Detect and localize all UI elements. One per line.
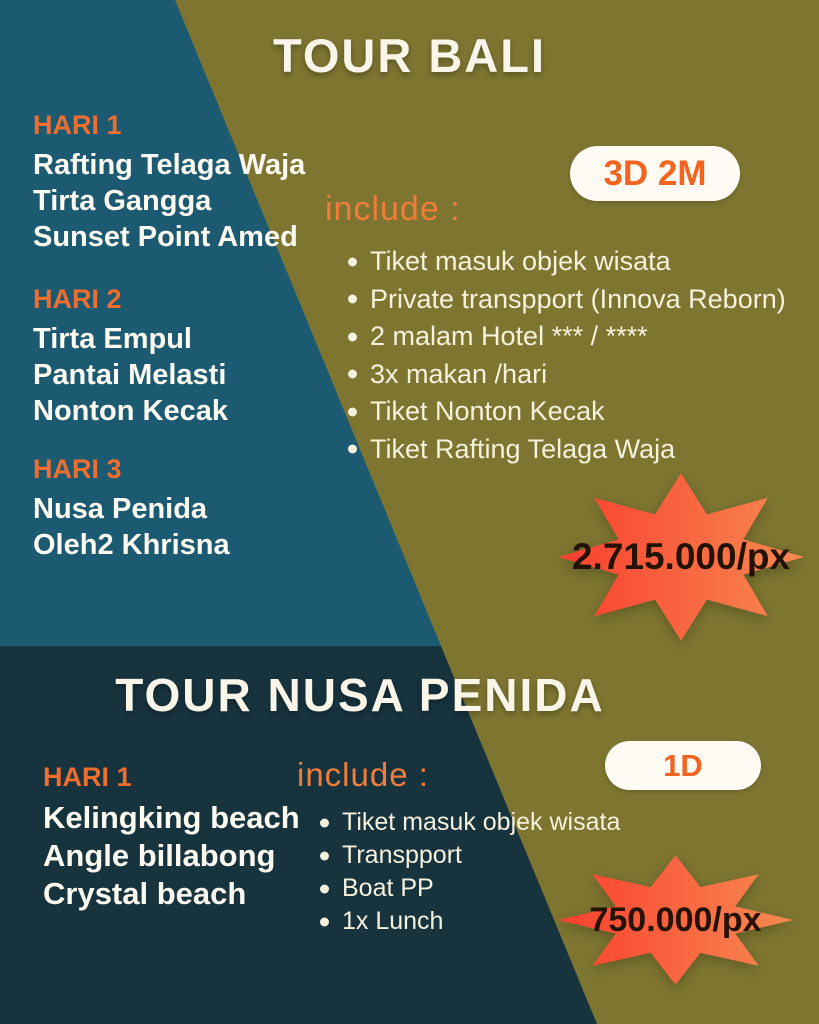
day-label: HARI 2 — [33, 284, 122, 314]
duration-badge-label: 1D — [663, 747, 703, 783]
day-item: Nonton Kecak — [33, 395, 228, 427]
price-text: 750.000/px — [589, 900, 762, 939]
day-label: HARI 3 — [33, 454, 122, 484]
day-item: Oleh2 Khrisna — [33, 529, 230, 561]
day-item: Nusa Penida — [33, 493, 208, 525]
duration-badge-penida: 1D — [605, 741, 761, 790]
include-item: Tiket Nonton Kecak — [348, 393, 786, 431]
day-item: Crystal beach — [43, 876, 247, 911]
day-label: HARI 1 — [33, 110, 122, 140]
include-item: Tiket masuk objek wisata — [320, 806, 620, 839]
day-item: Angle billabong — [43, 838, 276, 873]
bali-day-2-block: HARI 2 Tirta Empul Pantai Melasti Nonton… — [33, 284, 228, 429]
day-item: Sunset Point Amed — [33, 221, 298, 253]
duration-badge-label: 3D 2M — [603, 153, 707, 193]
include-item: 3x makan /hari — [348, 356, 786, 394]
include-item: Boat PP — [320, 872, 620, 905]
day-label: HARI 1 — [43, 762, 132, 792]
day-item: Rafting Telaga Waja — [33, 149, 306, 181]
include-list-bali: Tiket masuk objek wisata Private transpp… — [348, 243, 786, 468]
include-item: Transpport — [320, 839, 620, 872]
day-item: Tirta Gangga — [33, 185, 212, 217]
starburst-icon — [558, 473, 804, 641]
price-badge-penida: 750.000/px — [552, 852, 799, 988]
tour-nusa-penida-title: TOUR NUSA PENIDA — [115, 669, 605, 721]
include-label-penida: include : — [297, 756, 429, 793]
day-item: Kelingking beach — [43, 800, 300, 835]
penida-day-1-block: HARI 1 Kelingking beach Angle billabong … — [43, 762, 300, 913]
duration-badge-bali: 3D 2M — [570, 146, 740, 201]
price-text: 2.715.000/px — [571, 536, 791, 577]
include-item: 1x Lunch — [320, 905, 620, 938]
starburst-icon — [557, 855, 794, 985]
day-item: Pantai Melasti — [33, 359, 227, 391]
include-item: Tiket Rafting Telaga Waja — [348, 431, 786, 469]
include-item: Tiket masuk objek wisata — [348, 243, 786, 281]
teal-diagonal-panel — [0, 0, 441, 646]
bali-day-1-block: HARI 1 Rafting Telaga Waja Tirta Gangga … — [33, 110, 305, 255]
include-list-penida: Tiket masuk objek wisata Transpport Boat… — [320, 806, 620, 938]
day-item: Tirta Empul — [33, 323, 192, 355]
include-item: 2 malam Hotel *** / **** — [348, 318, 786, 356]
bali-day-3-block: HARI 3 Nusa Penida Oleh2 Khrisna — [33, 454, 230, 563]
tour-bali-title: TOUR BALI — [272, 29, 546, 82]
price-badge-bali: 2.715.000/px — [552, 469, 810, 645]
include-item: Private transpport (Innova Reborn) — [348, 281, 786, 319]
include-label-bali: include : — [325, 190, 461, 228]
